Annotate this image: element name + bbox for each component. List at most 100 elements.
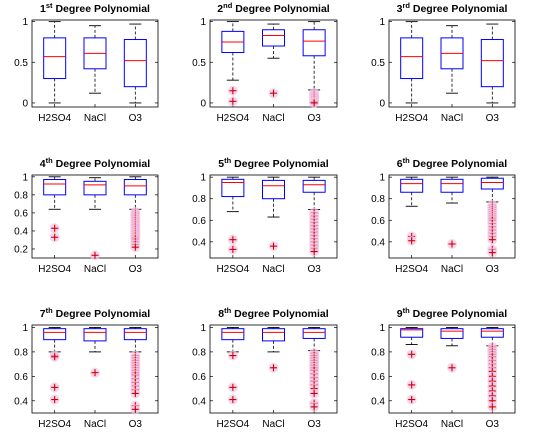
box-iqr [123, 179, 147, 196]
y-tick-label: 0.6 [371, 372, 385, 383]
box-iqr [400, 178, 424, 193]
x-tick-label: O3 [307, 264, 321, 275]
chart-title: 5th Degree Polynomial [218, 156, 328, 171]
chart-title: 9th Degree Polynomial [397, 306, 507, 321]
box-O3 [123, 23, 147, 104]
chart-panel-1: 1st Degree Polynomial 0 0.5 1 H2SO4 NaCl O3 [14, 1, 159, 124]
y-tick-label: 0.5 [14, 58, 28, 69]
x-tick-label: H2SO4 [395, 264, 428, 275]
y-tick-label: 1 [200, 17, 206, 28]
x-tick-label: NaCl [84, 419, 106, 430]
y-tick-label: 1 [200, 173, 206, 184]
x-tick-label: O3 [486, 113, 500, 124]
x-tick-label: O3 [129, 113, 143, 124]
box-iqr [400, 37, 424, 80]
box-O3 [480, 326, 504, 412]
box-O3 [123, 176, 147, 253]
y-tick-label: 0.4 [371, 237, 385, 248]
box-iqr [221, 328, 245, 341]
y-tick-label: 0.6 [14, 372, 28, 383]
x-tick-label: H2SO4 [38, 113, 71, 124]
box-O3 [302, 176, 326, 257]
chart-panel-3: 3rd Degree Polynomial 0 0.5 1 H2SO4 NaCl O3 [371, 1, 516, 124]
box-iqr [440, 178, 464, 193]
box-H2SO4 [221, 21, 245, 107]
box-iqr [480, 177, 504, 190]
box-iqr [302, 179, 326, 193]
box-NaCl [262, 326, 285, 373]
y-tick-label: 0.6 [192, 216, 206, 227]
y-tick-label: 1 [22, 172, 28, 183]
x-tick-label: O3 [486, 264, 500, 275]
x-tick-label: H2SO4 [216, 113, 249, 124]
x-tick-label: NaCl [441, 113, 463, 124]
box-H2SO4 [43, 326, 67, 405]
box-H2SO4 [400, 326, 424, 405]
chart-title: 6th Degree Polynomial [397, 156, 507, 171]
box-O3 [480, 176, 504, 258]
x-tick-label: O3 [486, 419, 500, 430]
box-O3 [302, 21, 326, 108]
x-tick-label: H2SO4 [38, 264, 71, 275]
y-tick-label: 1 [379, 323, 385, 334]
x-tick-label: NaCl [262, 419, 284, 430]
y-tick-label: 0.8 [14, 190, 28, 201]
y-tick-label: 0 [200, 98, 206, 109]
box-iqr [302, 328, 326, 339]
y-tick-label: 0.8 [14, 347, 28, 358]
chart-title: 2nd Degree Polynomial [217, 1, 330, 16]
box-NaCl [440, 176, 464, 249]
y-tick-label: 1 [22, 323, 28, 334]
chart-title: 7th Degree Polynomial [40, 306, 150, 321]
y-tick-label: 0.2 [14, 244, 28, 255]
box-iqr [43, 179, 67, 196]
chart-title: 1st Degree Polynomial [40, 1, 150, 16]
box-iqr [43, 37, 67, 80]
x-tick-label: H2SO4 [38, 419, 71, 430]
x-tick-label: H2SO4 [216, 419, 249, 430]
box-H2SO4 [43, 21, 67, 104]
y-tick-label: 1 [379, 17, 385, 28]
chart-panel-7: 7th Degree Polynomial 0.4 0.6 0.8 1 H2SO4 NaCl… [14, 306, 159, 430]
x-tick-label: NaCl [84, 264, 106, 275]
box-iqr [123, 39, 147, 88]
x-tick-label: NaCl [262, 264, 284, 275]
x-tick-label: NaCl [262, 113, 284, 124]
box-NaCl [83, 25, 107, 94]
chart-panel-6: 6th Degree Polynomial 0.4 0.6 0.8 1 H2SO4 NaCl… [371, 156, 516, 275]
box-iqr [262, 29, 285, 47]
box-iqr [480, 328, 504, 338]
y-tick-label: 0.4 [371, 396, 385, 407]
x-tick-label: O3 [307, 419, 321, 430]
box-iqr [123, 328, 147, 341]
x-tick-label: O3 [129, 264, 143, 275]
y-tick-label: 1 [22, 17, 28, 28]
x-tick-label: H2SO4 [216, 264, 249, 275]
y-tick-label: 1 [379, 173, 385, 184]
box-NaCl [83, 177, 107, 261]
y-tick-label: 0 [22, 98, 28, 109]
box-iqr [440, 328, 464, 339]
y-tick-label: 0.8 [192, 194, 206, 205]
chart-panel-9: 9th Degree Polynomial 0.4 0.6 0.8 1 H2SO4 NaCl… [371, 306, 516, 430]
y-tick-label: 0.4 [192, 237, 206, 248]
box-iqr [221, 178, 245, 198]
x-tick-label: NaCl [84, 113, 106, 124]
y-tick-label: 0.5 [192, 58, 206, 69]
y-tick-label: 0.5 [371, 58, 385, 69]
box-iqr [43, 328, 67, 341]
x-tick-label: O3 [129, 419, 143, 430]
box-iqr [400, 328, 424, 338]
y-tick-label: 0 [379, 98, 385, 109]
box-iqr [83, 180, 107, 196]
y-tick-label: 0.6 [192, 372, 206, 383]
box-H2SO4 [400, 21, 424, 104]
x-tick-label: H2SO4 [395, 419, 428, 430]
box-O3 [480, 23, 504, 104]
y-tick-label: 0.4 [192, 396, 206, 407]
y-tick-label: 0.4 [14, 226, 28, 237]
box-iqr [83, 328, 107, 342]
box-iqr [480, 39, 504, 88]
